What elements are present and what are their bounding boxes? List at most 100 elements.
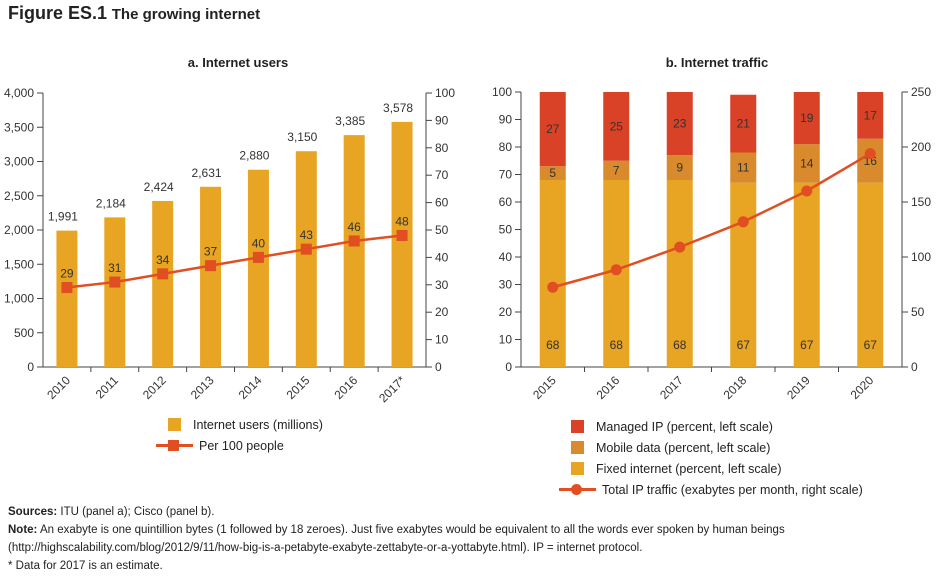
right-tick-label: 60	[435, 196, 449, 210]
left-tick-label: 30	[499, 278, 513, 292]
left-tick-label: 70	[499, 168, 513, 182]
bar-fixed-internet	[857, 182, 884, 367]
line-value-label: 31	[108, 261, 122, 275]
legend-item-fixed-internet: Fixed internet (percent, left scale)	[559, 458, 863, 479]
segment-value-label: 68	[610, 338, 624, 352]
marker-per-100-people	[205, 260, 217, 272]
bar-internet-users	[295, 151, 317, 367]
segment-value-label: 25	[610, 119, 624, 133]
right-tick-label: 100	[911, 250, 931, 264]
segment-value-label: 27	[546, 122, 560, 136]
x-tick-label: 2018	[721, 373, 750, 402]
left-tick-label: 60	[499, 195, 513, 209]
line-per-100-people	[66, 234, 403, 289]
segment-value-label: 17	[864, 108, 878, 122]
legend-swatch-total-ip	[559, 483, 596, 496]
marker-per-100-people	[396, 229, 408, 241]
bar-fixed-internet	[793, 182, 820, 367]
right-tick-label: 40	[435, 250, 449, 264]
legend-item-per-100: Per 100 people	[156, 435, 323, 456]
right-tick-label: 30	[435, 278, 449, 292]
marker-total-ip-traffic	[674, 241, 686, 253]
legend-swatch-fixed-internet	[571, 462, 584, 475]
marker-total-ip-traffic	[864, 148, 876, 160]
segment-value-label: 7	[613, 163, 620, 177]
x-tick-label: 2015	[530, 373, 559, 402]
bar-managed-ip	[793, 92, 820, 145]
sources-label: Sources:	[8, 506, 58, 518]
bar-mobile-data	[857, 138, 884, 183]
footnote: * Data for 2017 is an estimate.	[8, 560, 163, 572]
segment-value-label: 68	[673, 338, 687, 352]
bar-internet-users	[56, 230, 78, 367]
segment-value-label: 67	[737, 338, 751, 352]
right-tick-label: 20	[435, 305, 449, 319]
note-line: Note: An exabyte is one quintillion byte…	[8, 521, 938, 539]
segment-value-label: 5	[549, 166, 556, 180]
marker-per-100-people	[61, 282, 73, 294]
bar-fixed-internet	[730, 182, 757, 367]
line-value-label: 43	[300, 228, 314, 242]
figure-label: Figure ES.1	[8, 3, 108, 23]
segment-value-label: 67	[800, 338, 814, 352]
right-tick-label: 90	[435, 113, 449, 127]
x-tick-label: 2016	[594, 373, 623, 402]
bar-internet-users	[152, 200, 174, 367]
legend-swatch-managed-ip	[571, 420, 584, 433]
line-value-label: 46	[348, 220, 362, 234]
bar-managed-ip	[730, 94, 757, 153]
line-value-label: 40	[252, 236, 266, 250]
segment-value-label: 67	[864, 338, 878, 352]
bar-mobile-data	[793, 144, 820, 183]
left-tick-label: 50	[499, 223, 513, 237]
legend-internet-traffic: Managed IP (percent, left scale) Mobile …	[559, 416, 863, 500]
marker-per-100-people	[348, 235, 360, 247]
note-line-2: (http://highscalability.com/blog/2012/9/…	[8, 542, 643, 554]
bar-value-label: 3,578	[383, 101, 413, 115]
right-tick-label: 0	[435, 360, 442, 374]
right-tick-label: 10	[435, 333, 449, 347]
bar-managed-ip	[539, 92, 566, 167]
bar-value-label: 2,631	[192, 166, 222, 180]
segment-value-label: 19	[800, 111, 814, 125]
left-tick-label: 90	[499, 113, 513, 127]
chart-internet-traffic: 0 10 20 30 40 50 60 70 80 90 100 0 50 100 150 200 250 201…	[492, 85, 931, 402]
bar-internet-users	[200, 186, 222, 367]
left-tick-label: 1,500	[4, 257, 34, 271]
right-tick-label: 50	[911, 305, 925, 319]
bar-managed-ip	[603, 92, 630, 161]
bar-value-label: 2,880	[239, 149, 269, 163]
chart-internet-users: 0 500 1,000 1,500 2,000 2,500 3,000 3,500 4,000 0…	[4, 86, 455, 405]
bar-value-label: 2,184	[96, 196, 126, 210]
x-tick-label: 2017	[657, 373, 686, 402]
left-tick-label: 3,000	[4, 155, 34, 169]
line-value-label: 34	[156, 253, 170, 267]
line-value-label: 48	[395, 214, 409, 228]
left-tick-label: 500	[14, 326, 34, 340]
legend-label-fixed-internet: Fixed internet (percent, left scale)	[596, 461, 782, 476]
marker-per-100-people	[300, 243, 312, 255]
right-tick-label: 50	[435, 223, 449, 237]
segment-value-label: 9	[676, 161, 683, 175]
x-tick-label: 2020	[848, 373, 877, 402]
left-tick-label: 1,000	[4, 292, 34, 306]
left-tick-label: 40	[499, 250, 513, 264]
segment-value-label: 21	[737, 117, 751, 131]
note-text-1: An exabyte is one quintillion bytes (1 f…	[39, 524, 785, 536]
segment-value-label: 23	[673, 117, 687, 131]
legend-internet-users: Internet users (millions) Per 100 people	[156, 414, 323, 456]
right-tick-label: 200	[911, 140, 931, 154]
left-tick-label: 80	[499, 140, 513, 154]
bar-internet-users	[247, 169, 269, 367]
marker-per-100-people	[157, 268, 169, 280]
left-tick-label: 20	[499, 305, 513, 319]
bar-managed-ip	[857, 92, 884, 139]
bar-value-label: 1,991	[48, 210, 78, 224]
marker-per-100-people	[109, 276, 121, 288]
left-tick-label: 2,500	[4, 189, 34, 203]
legend-label-total-ip: Total IP traffic (exabytes per month, ri…	[602, 482, 863, 497]
left-tick-label: 0	[505, 360, 512, 374]
right-tick-label: 250	[911, 85, 931, 99]
bar-value-label: 2,424	[144, 180, 174, 194]
legend-label-managed-ip: Managed IP (percent, left scale)	[596, 419, 773, 434]
